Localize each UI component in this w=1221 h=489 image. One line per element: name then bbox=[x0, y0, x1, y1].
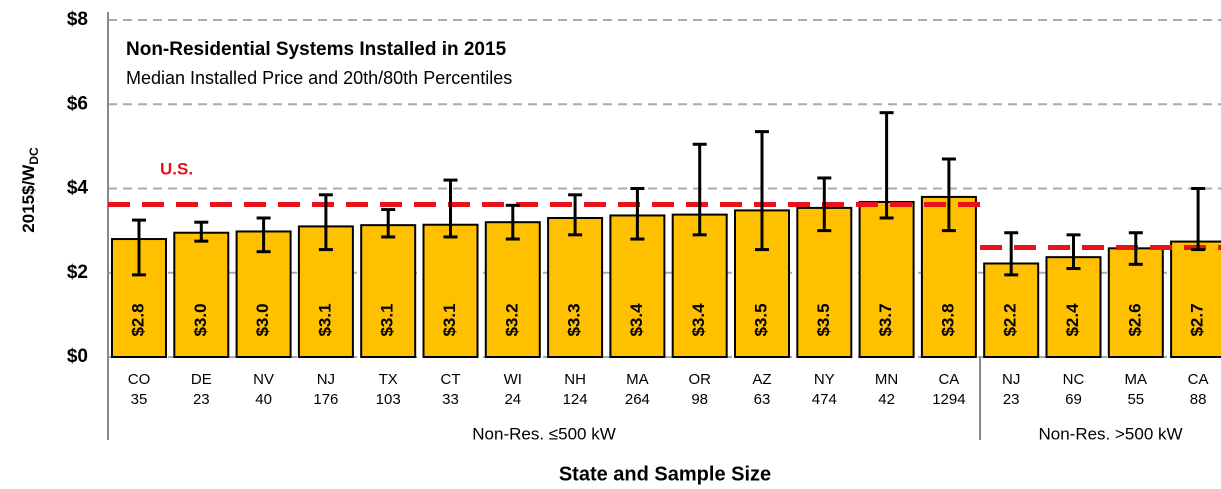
x-axis-label: State and Sample Size bbox=[559, 463, 771, 485]
bar bbox=[858, 200, 915, 358]
chart-title: Non-Residential Systems Installed in 201… bbox=[126, 39, 507, 60]
x-tick-label: NY bbox=[814, 371, 835, 388]
x-tick-label: MA bbox=[626, 371, 649, 388]
bar-value-label: $3.5 bbox=[814, 303, 833, 336]
title-box bbox=[118, 30, 678, 100]
bar-value-label: $2.2 bbox=[1001, 303, 1020, 336]
sample-size-label: 23 bbox=[193, 391, 210, 408]
sample-size-label: 176 bbox=[313, 391, 338, 408]
sample-size-label: 55 bbox=[1127, 391, 1144, 408]
sample-size-label: 40 bbox=[255, 391, 272, 408]
bar-value-label: $2.6 bbox=[1125, 303, 1144, 336]
y-axis-label-sub: DC bbox=[27, 147, 41, 165]
x-tick-label: CO bbox=[128, 371, 151, 388]
bar-value-label: $3.3 bbox=[565, 303, 584, 336]
sample-size-label: 103 bbox=[376, 391, 401, 408]
sample-size-label: 33 bbox=[442, 391, 459, 408]
x-tick-label: TX bbox=[379, 371, 398, 388]
x-tick-label: WI bbox=[504, 371, 522, 388]
x-tick-label: DE bbox=[191, 371, 212, 388]
bar bbox=[1045, 256, 1102, 359]
sample-size-label: 63 bbox=[754, 391, 771, 408]
y-tick-label: $8 bbox=[67, 9, 88, 30]
y-axis-label: 2015$/WDC bbox=[19, 147, 41, 233]
x-tick-label: NJ bbox=[1002, 371, 1020, 388]
bar-value-label: $3.1 bbox=[315, 303, 334, 336]
sample-size-label: 23 bbox=[1003, 391, 1020, 408]
y-tick-label: $0 bbox=[67, 346, 88, 367]
y-tick-label: $4 bbox=[67, 178, 89, 199]
sample-size-label: 35 bbox=[131, 391, 148, 408]
bar bbox=[796, 206, 853, 358]
y-tick-label: $6 bbox=[67, 93, 88, 114]
bar-value-label: $3.1 bbox=[440, 303, 459, 336]
bar bbox=[1170, 240, 1221, 358]
sample-size-label: 69 bbox=[1065, 391, 1082, 408]
reference-label: U.S. bbox=[160, 159, 193, 178]
bar-value-label: $3.8 bbox=[938, 303, 957, 336]
sample-size-label: 474 bbox=[812, 391, 837, 408]
bar-value-label: $3.2 bbox=[502, 303, 521, 336]
bar bbox=[297, 225, 354, 358]
bar-value-label: $3.1 bbox=[378, 303, 397, 336]
bar-value-label: $3.0 bbox=[253, 303, 272, 336]
sample-size-label: 24 bbox=[504, 391, 521, 408]
bar-value-label: $3.0 bbox=[191, 303, 210, 336]
sample-size-label: 1294 bbox=[932, 391, 965, 408]
x-tick-label: MA bbox=[1125, 371, 1148, 388]
x-tick-label: MN bbox=[875, 371, 898, 388]
bar-value-label: $3.4 bbox=[627, 303, 646, 337]
x-tick-label: NV bbox=[253, 371, 274, 388]
x-tick-label: NJ bbox=[317, 371, 335, 388]
sample-size-label: 124 bbox=[563, 391, 588, 408]
x-tick-label: NC bbox=[1063, 371, 1085, 388]
group-label: Non-Res. ≤500 kW bbox=[472, 424, 616, 443]
y-axis-label-main: 2015$/W bbox=[19, 164, 38, 233]
bar-value-label: $2.8 bbox=[128, 303, 147, 336]
bar-value-label: $3.4 bbox=[689, 303, 708, 337]
bar bbox=[173, 231, 230, 358]
x-tick-label: AZ bbox=[752, 371, 771, 388]
group-label: Non-Res. >500 kW bbox=[1038, 424, 1182, 443]
bar bbox=[983, 262, 1040, 359]
x-tick-label: OR bbox=[688, 371, 711, 388]
sample-size-label: 98 bbox=[691, 391, 708, 408]
sample-size-label: 264 bbox=[625, 391, 650, 408]
bar bbox=[484, 221, 541, 358]
bar bbox=[1107, 247, 1164, 359]
bar-value-label: $3.5 bbox=[751, 303, 770, 336]
chart-subtitle: Median Installed Price and 20th/80th Per… bbox=[126, 68, 512, 88]
x-tick-label: CA bbox=[938, 371, 959, 388]
sample-size-label: 88 bbox=[1190, 391, 1207, 408]
bar-value-label: $2.7 bbox=[1188, 303, 1207, 336]
bar-value-label: $3.7 bbox=[876, 303, 895, 336]
bar bbox=[422, 223, 479, 358]
sample-size-label: 42 bbox=[878, 391, 895, 408]
x-tick-label: CA bbox=[1188, 371, 1209, 388]
y-tick-label: $2 bbox=[67, 262, 88, 283]
bar-value-label: $2.4 bbox=[1063, 303, 1082, 337]
bar bbox=[547, 216, 604, 358]
x-tick-label: CT bbox=[441, 371, 461, 388]
x-tick-label: NH bbox=[564, 371, 586, 388]
